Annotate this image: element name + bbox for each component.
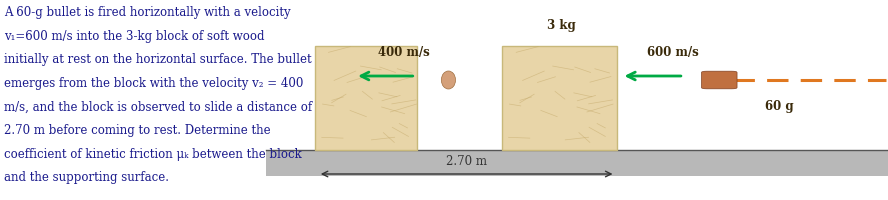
FancyBboxPatch shape [702, 71, 737, 89]
Text: coefficient of kinetic friction μₖ between the block: coefficient of kinetic friction μₖ betwe… [4, 148, 302, 161]
Text: 2.70 m: 2.70 m [446, 155, 488, 168]
Bar [266, 150, 888, 176]
Ellipse shape [441, 71, 456, 89]
Text: 600 m/s: 600 m/s [647, 46, 699, 59]
Bar [315, 46, 417, 150]
Text: 60 g: 60 g [765, 100, 794, 113]
Text: v₁=600 m/s into the 3-kg block of soft wood: v₁=600 m/s into the 3-kg block of soft w… [4, 30, 265, 43]
Text: emerges from the block with the velocity v₂ = 400: emerges from the block with the velocity… [4, 77, 304, 90]
Text: m/s, and the block is observed to slide a distance of: m/s, and the block is observed to slide … [4, 100, 313, 113]
Text: and the supporting surface.: and the supporting surface. [4, 171, 170, 184]
Text: initially at rest on the horizontal surface. The bullet: initially at rest on the horizontal surf… [4, 53, 312, 66]
Text: 2.70 m before coming to rest. Determine the: 2.70 m before coming to rest. Determine … [4, 124, 271, 137]
Text: 400 m/s: 400 m/s [378, 46, 430, 59]
Text: A 60-g bullet is fired horizontally with a velocity: A 60-g bullet is fired horizontally with… [4, 6, 291, 19]
Text: 3 kg: 3 kg [547, 19, 575, 32]
Bar [502, 46, 617, 150]
